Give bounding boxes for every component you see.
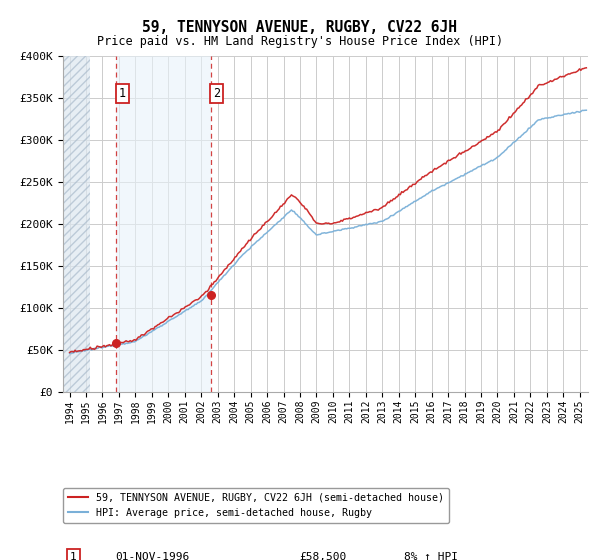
Text: 59, TENNYSON AVENUE, RUGBY, CV22 6JH: 59, TENNYSON AVENUE, RUGBY, CV22 6JH	[143, 20, 458, 35]
Bar	[63, 56, 90, 392]
Text: 2: 2	[213, 87, 220, 100]
Text: Price paid vs. HM Land Registry's House Price Index (HPI): Price paid vs. HM Land Registry's House …	[97, 35, 503, 48]
Text: 8% ↑ HPI: 8% ↑ HPI	[404, 552, 458, 560]
Text: 1: 1	[70, 552, 77, 560]
Text: £58,500: £58,500	[299, 552, 347, 560]
Legend: 59, TENNYSON AVENUE, RUGBY, CV22 6JH (semi-detached house), HPI: Average price, : 59, TENNYSON AVENUE, RUGBY, CV22 6JH (se…	[63, 488, 449, 522]
Text: 01-NOV-1996: 01-NOV-1996	[115, 552, 190, 560]
Bar	[116, 56, 211, 392]
Text: 1: 1	[119, 87, 126, 100]
